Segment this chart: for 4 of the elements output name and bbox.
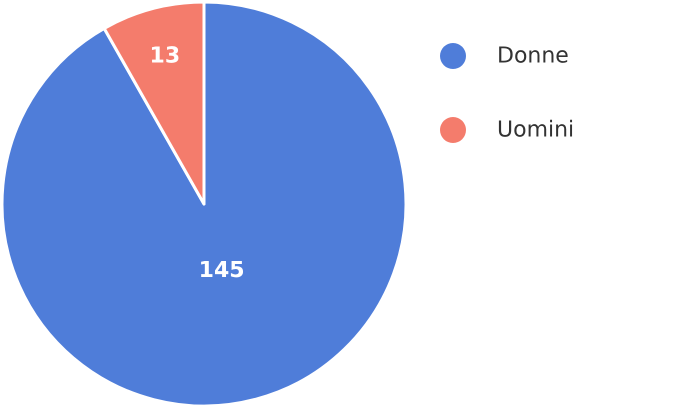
legend-label: Uomini [497,118,574,142]
data-label: 145 [198,258,245,284]
data-label: 13 [150,43,180,68]
legend-label: Donne [497,44,569,68]
